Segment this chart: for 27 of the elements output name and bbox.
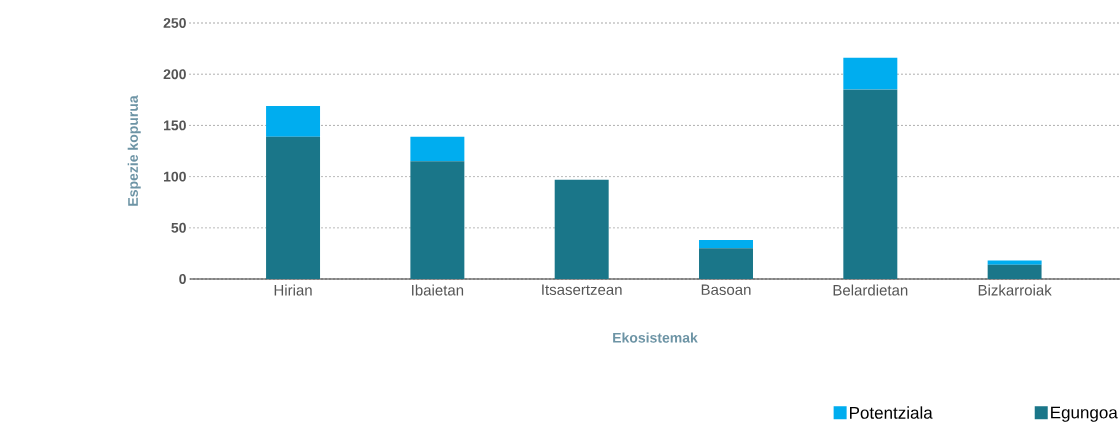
- bar: [699, 248, 753, 279]
- y-tick-label: 100: [164, 171, 186, 182]
- y-tick-label: 50: [171, 222, 186, 233]
- bar: [699, 240, 753, 249]
- bar: [410, 161, 465, 279]
- x-tick-label: Belardietan: [833, 284, 908, 296]
- legend-label: Egungoa: [1051, 406, 1118, 422]
- x-tick-label: Basoan: [701, 284, 751, 295]
- x-tick-label: Itsasertzean: [542, 284, 622, 295]
- y-axis-title: Espezie kopurua: [127, 95, 141, 206]
- x-tick-label: Hirian: [274, 284, 312, 296]
- bar: [410, 136, 465, 162]
- y-tick-label: 150: [164, 120, 186, 131]
- bar: [266, 136, 321, 279]
- legend-label: Potentziala: [850, 406, 933, 419]
- x-axis-title: Ekosistemak: [613, 332, 698, 343]
- bar: [843, 89, 898, 279]
- y-tick-label: 200: [163, 69, 186, 80]
- bar: [554, 179, 609, 279]
- y-tick-label: 0: [179, 274, 186, 284]
- bar: [987, 264, 1042, 279]
- x-tick-label: Ibaietan: [412, 284, 464, 296]
- bar: [266, 105, 321, 137]
- y-tick-label: 250: [163, 18, 186, 28]
- x-tick-label: Bizkarroiak: [978, 284, 1052, 296]
- bar: [843, 57, 898, 90]
- bar: [987, 260, 1042, 265]
